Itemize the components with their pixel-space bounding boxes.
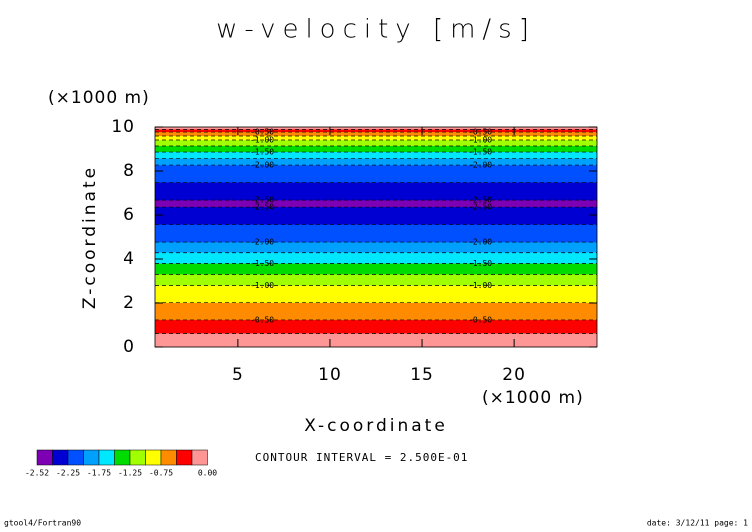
colorbar-box [160,449,177,466]
band [155,263,597,275]
band [155,129,597,133]
contour-fill [155,132,597,141]
band [155,274,597,286]
y-tick-label: 6 [123,205,135,225]
contour-label: -1.50 [250,148,274,157]
band [155,333,597,348]
x-tick-label: 20 [502,365,526,385]
contour-label: -0.50 [250,128,274,137]
contour-label: -1.00 [250,135,274,144]
contour-label: -0.50 [250,315,274,324]
band [155,224,597,243]
colorbar-label: -2.25 [56,469,80,478]
contour-fill [155,200,597,205]
contour-label: -2.50 [468,196,492,205]
contour-fill [155,207,597,243]
band [155,182,597,201]
colorbar-box [52,449,69,466]
colorbar-box [67,449,84,466]
y-axis-label: Z-coordinate [80,165,100,309]
contour-fill [155,152,597,166]
colorbar-box [191,449,208,466]
band [155,252,597,264]
contour-interval: CONTOUR INTERVAL = 2.500E-01 [255,451,468,464]
colorbar-box [83,449,100,466]
band [155,158,597,166]
band [155,139,597,147]
colorbar-box [145,449,162,466]
band [155,200,597,205]
x-tick-label: 5 [232,365,244,385]
band [155,127,597,130]
band [155,136,597,141]
colorbar-box [36,449,53,466]
band [155,165,597,183]
footer-left: gtool4/Fortran90 [4,519,81,528]
contour-fill [155,319,597,348]
y-tick-label: 8 [123,161,135,181]
y-unit: (×1000 m) [48,88,150,108]
contour-fill [155,242,597,264]
colorbar-box [98,449,115,466]
colorbar-label: -1.25 [118,469,142,478]
contour-label: -2.00 [250,238,274,247]
y-tick-label: 4 [123,249,135,269]
contour-label: -1.00 [468,135,492,144]
colorbar-label: -1.75 [87,469,111,478]
contour-label: -2.00 [468,161,492,170]
band [155,204,597,208]
contour-label: -1.50 [468,148,492,157]
colorbar-label: 0.00 [198,469,217,478]
colorbar-box [129,449,146,466]
x-tick-label: 15 [410,365,434,385]
contour-label: -1.50 [468,259,492,268]
contour-fill [155,285,597,321]
contour-fill [155,165,597,201]
x-tick-label: 10 [318,365,342,385]
contour-label: -0.50 [468,128,492,137]
contour-label: -1.00 [468,281,492,290]
colorbar-label: -2.52 [25,469,49,478]
contour-label: -1.50 [250,259,274,268]
footer-right: date: 3/12/11 page: 1 [647,519,748,528]
band [155,302,597,321]
contour-label: -2.50 [250,203,274,212]
y-tick-label: 2 [123,293,135,313]
colorbar-box [114,449,131,466]
contour-label: -0.50 [468,315,492,324]
contour-label: -1.00 [250,281,274,290]
contour-fill [155,263,597,286]
band [155,132,597,137]
y-tick-label: 0 [123,337,135,357]
band [155,285,597,304]
x-unit: (×1000 m) [482,388,584,408]
band [155,152,597,159]
contour-label: -2.00 [468,238,492,247]
band [155,319,597,334]
contour-label: -2.50 [250,196,274,205]
contour-label: -2.50 [468,203,492,212]
x-axis-label: X-coordinate [304,416,448,436]
chart-title: w-velocity [m/s] [216,15,536,45]
band [155,242,597,253]
plot-frame [154,126,598,348]
colorbar-label: -0.75 [149,469,173,478]
colorbar-box [176,449,193,466]
band [155,207,597,225]
contour-label: -2.00 [250,161,274,170]
band [155,145,597,153]
y-tick-label: 10 [111,117,135,137]
